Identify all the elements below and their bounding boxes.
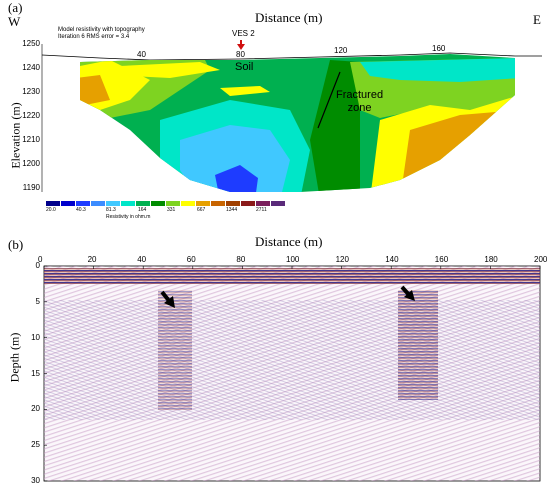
y-tick: 1210 xyxy=(22,135,40,144)
y-tick: 1190 xyxy=(22,183,40,192)
y-tick: 10 xyxy=(31,332,40,342)
legend-swatch xyxy=(91,201,105,206)
panel-a-y-ticks: 1250 1240 1230 1220 1210 1200 1190 xyxy=(0,0,40,200)
resistivity-legend: 20.0 40.3 81.3 164 331 667 1344 2711 Res… xyxy=(46,201,286,220)
legend-swatch xyxy=(226,201,240,206)
model-info-line-1: Model resistivity with topography xyxy=(58,27,145,33)
ves-label: VES 2 xyxy=(232,29,255,38)
surface-reflection-band xyxy=(44,268,540,284)
panel-a-label: (a) xyxy=(8,0,23,15)
legend-swatch xyxy=(256,201,270,206)
legend-swatch xyxy=(211,201,225,206)
legend-value: 40.3 xyxy=(76,207,86,213)
legend-value: 81.3 xyxy=(106,207,116,213)
x-tick: 200 xyxy=(534,255,548,264)
legend-values: 20.0 40.3 81.3 164 331 667 1344 2711 xyxy=(46,206,286,214)
y-tick: 25 xyxy=(31,440,40,450)
model-info: Model resistivity with topography Iterat… xyxy=(58,27,145,41)
y-tick: 30 xyxy=(31,476,40,485)
west-label: W xyxy=(8,14,21,29)
legend-swatch xyxy=(196,201,210,206)
legend-swatch xyxy=(46,201,60,206)
y-tick: 0 xyxy=(35,261,40,270)
x-tick: 20 xyxy=(87,255,97,264)
legend-value: 2711 xyxy=(256,207,267,213)
legend-swatch xyxy=(241,201,255,206)
legend-swatch xyxy=(271,201,285,206)
legend-swatch xyxy=(151,201,165,206)
x-tick: 120 xyxy=(335,255,349,264)
x-tick: 80 xyxy=(236,50,245,59)
y-tick: 1230 xyxy=(22,87,40,96)
x-tick: 140 xyxy=(385,255,399,264)
x-tick: 0 xyxy=(38,255,43,264)
panel-a-x-title: Distance (m) xyxy=(255,10,323,25)
panel-b-x-title: Distance (m) xyxy=(255,234,323,249)
fracture-label-line-2: zone xyxy=(347,102,372,114)
x-tick: 100 xyxy=(286,255,300,264)
x-tick: 40 xyxy=(137,50,146,59)
legend-swatch xyxy=(121,201,135,206)
resistivity-zones xyxy=(80,54,515,192)
legend-swatch xyxy=(136,201,150,206)
legend-swatch xyxy=(106,201,120,206)
x-tick: 80 xyxy=(236,255,246,264)
topography-line xyxy=(41,52,542,61)
model-info-line-2: Iteration 6 RMS error = 3.4 xyxy=(58,34,130,40)
legend-swatches xyxy=(46,201,286,206)
legend-value: 331 xyxy=(167,207,176,213)
fracture-label-line-1: Fractured xyxy=(336,89,384,101)
resistivity-section xyxy=(41,44,542,192)
anomaly-zone-left xyxy=(158,290,192,410)
legend-value: 164 xyxy=(138,207,147,213)
ves-marker-icon xyxy=(237,37,245,55)
panel-b-label: (b) xyxy=(8,237,24,252)
y-tick: 1250 xyxy=(22,39,40,48)
y-tick: 1240 xyxy=(22,63,40,72)
anomaly-zone-right xyxy=(398,290,438,400)
y-tick: 1200 xyxy=(22,159,40,168)
legend-title: Resistivity in ohm.m xyxy=(106,214,151,220)
legend-swatch xyxy=(166,201,180,206)
x-tick: 160 xyxy=(432,44,446,53)
soil-label: Soil xyxy=(235,61,254,73)
fracture-label: Fractured zone xyxy=(336,89,383,115)
legend-swatch xyxy=(76,201,90,206)
east-label: E xyxy=(533,12,541,27)
fracture-line xyxy=(317,71,341,129)
y-tick: 5 xyxy=(35,296,40,306)
legend-value: 667 xyxy=(197,207,206,213)
x-tick: 120 xyxy=(334,46,348,55)
legend-value: 20.0 xyxy=(46,207,56,213)
x-tick: 60 xyxy=(186,255,196,264)
x-tick: 180 xyxy=(484,255,498,264)
legend-value: 1344 xyxy=(226,207,238,213)
legend-swatch xyxy=(181,201,195,206)
x-tick: 160 xyxy=(434,255,449,264)
y-tick: 20 xyxy=(31,404,40,414)
arrow-right-icon xyxy=(400,285,415,301)
y-tick: 1220 xyxy=(22,111,40,120)
x-tick: 40 xyxy=(137,255,147,264)
arrow-left-icon xyxy=(160,290,175,308)
y-tick: 15 xyxy=(31,368,40,378)
legend-swatch xyxy=(61,201,75,206)
